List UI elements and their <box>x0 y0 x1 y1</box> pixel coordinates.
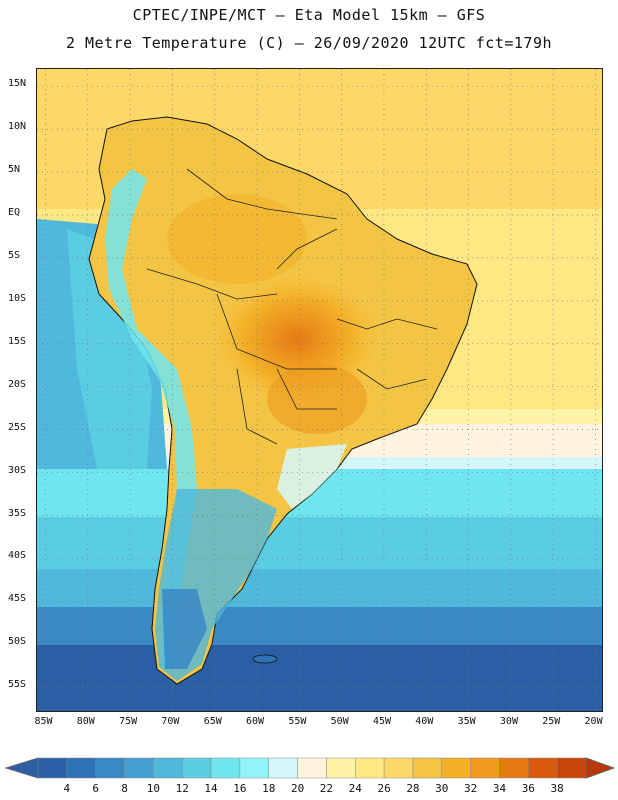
lat-tick-label: 5S <box>8 249 21 261</box>
lat-tick-label: 35S <box>8 507 27 519</box>
colorbar-label: 36 <box>521 782 535 795</box>
southeast-coast-cool <box>277 444 347 509</box>
colorbar <box>4 757 616 779</box>
colorbar-label: 6 <box>92 782 99 795</box>
southern-tip-cold <box>162 589 207 669</box>
colorbar-label: 28 <box>406 782 420 795</box>
lon-tick-label: 20W <box>584 716 603 727</box>
colorbar-swatch <box>210 757 241 779</box>
colorbar-label: 12 <box>175 782 189 795</box>
colorbar-swatch <box>528 757 558 779</box>
colorbar-label: 22 <box>319 782 334 795</box>
chaco-heat-zone <box>267 364 367 434</box>
map-canvas <box>37 69 602 711</box>
lat-tick-label: EQ <box>8 206 21 218</box>
lon-tick-label: 45W <box>372 716 392 727</box>
lon-tick-label: 85W <box>34 716 53 727</box>
lon-tick-label: 35W <box>457 716 476 727</box>
lat-tick-label: 55S <box>8 679 27 691</box>
country-borders <box>146 168 438 445</box>
lon-tick-label: 50W <box>330 716 349 727</box>
lat-tick-label: 10S <box>8 292 27 304</box>
lon-tick-label: 70W <box>161 716 180 727</box>
lon-tick-label: 55W <box>288 716 307 727</box>
lat-tick-label: 45S <box>8 593 27 605</box>
colorbar-label: 20 <box>290 782 305 795</box>
lon-tick-label: 30W <box>499 716 518 727</box>
colorbar-swatch <box>153 757 183 779</box>
lat-tick-label: 40S <box>8 550 27 562</box>
lon-tick-label: 75W <box>119 716 138 727</box>
colorbar-swatch <box>95 757 125 779</box>
colorbar-high-arrow <box>585 757 616 779</box>
map-title: CPTEC/INPE/MCT – Eta Model 15km – GFS <box>132 6 486 24</box>
lat-tick-label: 30S <box>8 464 27 476</box>
lon-tick-label: 65W <box>203 716 222 727</box>
colorbar-swatch <box>66 757 96 779</box>
colorbar-label: 30 <box>435 782 449 795</box>
colorbar-label: 10 <box>146 782 160 795</box>
lon-tick-label: 40W <box>415 716 434 727</box>
colorbar-swatch <box>499 757 529 779</box>
colorbar-label: 18 <box>262 782 276 795</box>
colorbar-swatch <box>326 757 356 779</box>
colorbar-swatch <box>268 757 298 779</box>
lat-tick-label: 10N <box>8 121 27 133</box>
colorbar-label: 24 <box>348 782 362 795</box>
colorbar-label: 34 <box>492 782 507 795</box>
ocean-mid-band <box>37 569 602 609</box>
colorbar-swatch <box>412 757 443 779</box>
colorbar-swatch <box>239 757 269 779</box>
colorbar-label: 14 <box>204 782 218 795</box>
colorbar-swatch <box>297 757 327 779</box>
ocean-cool-band <box>37 607 602 647</box>
colorbar-swatch <box>37 757 68 779</box>
temperature-map <box>36 68 603 712</box>
colorbar-swatch <box>441 757 471 779</box>
colorbar-label: 32 <box>464 782 478 795</box>
colorbar-low-arrow <box>4 757 39 779</box>
colorbar-swatch <box>124 757 154 779</box>
ocean-cold-band <box>37 645 602 711</box>
colorbar-swatch <box>383 757 414 779</box>
map-subtitle: 2 Metre Temperature (C) – 26/09/2020 12U… <box>65 34 553 52</box>
falkland-islands <box>252 654 278 664</box>
lon-tick-label: 25W <box>542 716 561 727</box>
lon-tick-label: 80W <box>76 716 95 727</box>
colorbar-label: 4 <box>63 782 71 795</box>
colorbar-swatch <box>556 757 587 779</box>
colorbar-swatch <box>355 757 385 779</box>
colorbar-swatch <box>470 757 500 779</box>
ocean-teal-band <box>37 517 602 572</box>
colorbar-label: 16 <box>233 782 247 795</box>
lat-tick-label: 20S <box>8 378 27 390</box>
colorbar-swatch <box>181 757 212 779</box>
lat-tick-label: 25S <box>8 421 27 433</box>
lat-tick-label: 50S <box>8 636 27 648</box>
lon-tick-label: 60W <box>246 716 265 727</box>
lat-tick-label: 15S <box>8 335 27 347</box>
colorbar-label: 8 <box>121 782 128 795</box>
northern-heat-zone <box>167 194 307 284</box>
pacific-coastal-water <box>67 229 152 469</box>
lat-tick-label: 5N <box>8 164 21 176</box>
colorbar-label: 38 <box>550 782 564 795</box>
lat-tick-label: 15N <box>8 78 27 90</box>
colorbar-label: 26 <box>377 782 391 795</box>
